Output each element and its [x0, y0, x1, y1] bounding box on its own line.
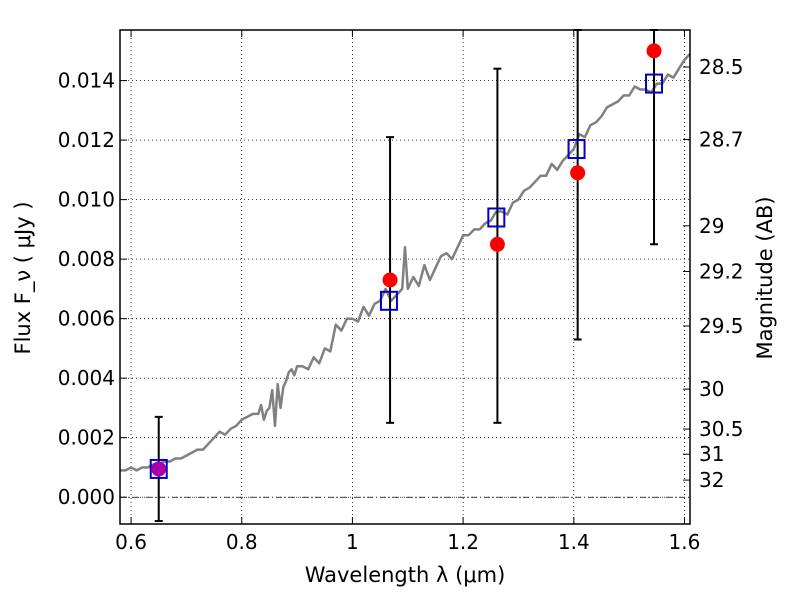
observed-flux-markers	[151, 43, 662, 477]
right-axis-title: Magnitude (AB)	[753, 196, 777, 359]
y-tick-label: 0.002	[58, 426, 115, 450]
x-tick-label: 0.8	[226, 530, 258, 554]
magnitude-tick-label: 31	[699, 442, 724, 466]
axis-ticks	[120, 30, 690, 524]
magnitude-tick-label: 30	[699, 377, 724, 401]
gridlines	[120, 30, 690, 524]
observed-point	[489, 236, 505, 252]
model-photometry-square	[567, 139, 586, 160]
observed-point	[646, 43, 662, 59]
magnitude-tick-label: 28.7	[699, 127, 744, 151]
magnitude-tick-label: 32	[699, 468, 724, 492]
magnitude-tick-label: 29	[699, 214, 724, 238]
y-tick-label: 0.006	[58, 307, 115, 331]
spectrum-line	[120, 52, 691, 472]
model-photometry-square	[379, 290, 398, 311]
x-tick-label: 0.6	[115, 530, 147, 554]
y-axis-title: Flux F_ν ( μJy )	[11, 201, 36, 354]
magnitude-tick-label: 30.5	[699, 417, 744, 441]
observed-point	[570, 165, 586, 181]
model-photometry-square	[645, 73, 664, 94]
model-photometry-markers	[149, 73, 664, 479]
plot-frame	[119, 29, 691, 525]
x-axis-title: Wavelength λ (μm)	[305, 563, 506, 587]
magnitude-tick-label: 28.5	[699, 55, 744, 79]
model-spectrum	[120, 52, 691, 472]
y-tick-label: 0.008	[58, 247, 115, 271]
y-tick-label: 0.004	[58, 366, 115, 390]
magnitude-tick-label: 29.5	[699, 314, 744, 338]
y-tick-label: 0.012	[58, 128, 115, 152]
model-photometry-square	[487, 207, 506, 228]
y-tick-label: 0.000	[58, 485, 115, 509]
x-tick-label: 1	[346, 530, 359, 554]
observed-point	[382, 272, 398, 288]
x-tick-labels: 0.6 0.8 1 1.2 1.4 1.6	[115, 530, 700, 554]
y-tick-labels: 0.000 0.002 0.004 0.006 0.008 0.010 0.012 0.014	[58, 69, 115, 510]
model-photometry-square	[149, 458, 168, 479]
observed-point	[151, 461, 167, 477]
magnitude-tick-label: 29.2	[699, 259, 744, 283]
x-tick-label: 1.4	[558, 530, 590, 554]
y-tick-label: 0.010	[58, 188, 115, 212]
y-tick-label: 0.014	[58, 69, 115, 93]
x-tick-label: 1.6	[669, 530, 701, 554]
x-tick-label: 1.2	[447, 530, 479, 554]
